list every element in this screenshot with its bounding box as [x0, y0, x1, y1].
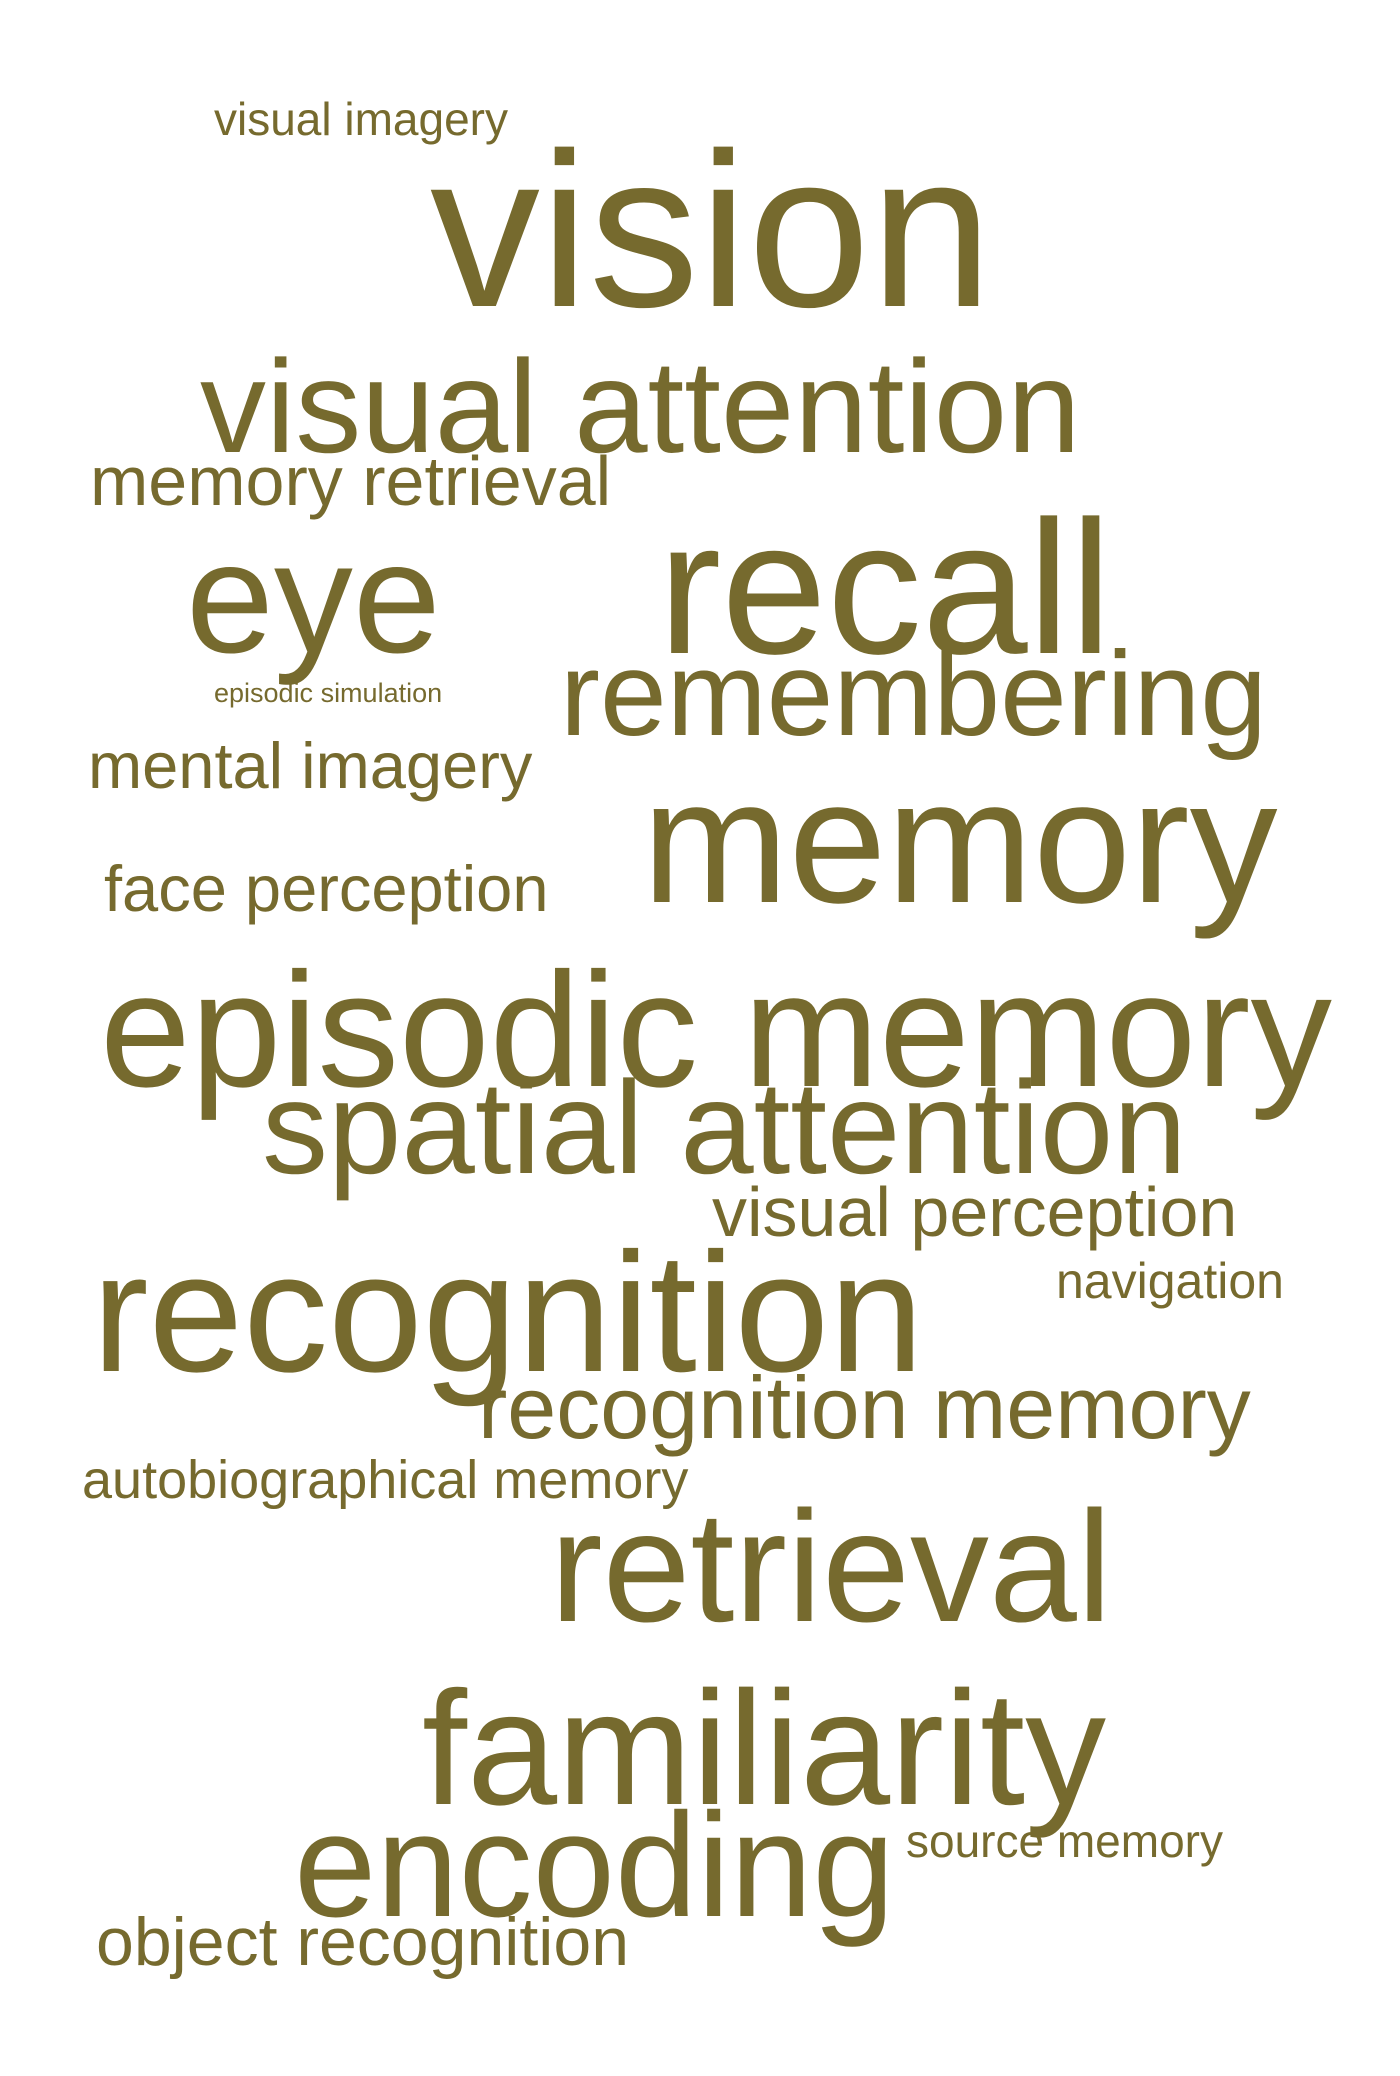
word-visual-perception: visual perception	[712, 1173, 1238, 1251]
word-episodic-memory: episodic memory	[100, 938, 1332, 1121]
word-remembering: remembering	[560, 627, 1267, 761]
word-eye: eye	[186, 510, 441, 686]
word-recall: recall	[658, 482, 1113, 694]
word-mental-imagery: mental imagery	[88, 729, 533, 802]
word-vision: vision	[430, 107, 993, 353]
word-autobiographical-memory: autobiographical memory	[82, 1450, 689, 1510]
word-navigation: navigation	[1056, 1253, 1284, 1309]
word-familiarity: familiarity	[422, 1658, 1107, 1839]
word-memory: memory	[642, 744, 1278, 940]
word-object-recognition: object recognition	[96, 1904, 630, 1980]
word-recognition-memory: recognition memory	[478, 1358, 1251, 1457]
word-face-perception: face perception	[104, 852, 549, 925]
word-episodic-simulation: episodic simulation	[214, 678, 443, 708]
word-source-memory: source memory	[906, 1815, 1223, 1867]
word-retrieval: retrieval	[550, 1479, 1112, 1655]
word-encoding: encoding	[294, 1783, 895, 1948]
word-recognition: recognition	[92, 1218, 924, 1408]
word-memory-retrieval: memory retrieval	[90, 442, 612, 520]
word-visual-imagery: visual imagery	[214, 93, 508, 145]
word-spatial-attention: spatial attention	[262, 1054, 1187, 1201]
word-visual-attention: visual attention	[200, 333, 1081, 480]
